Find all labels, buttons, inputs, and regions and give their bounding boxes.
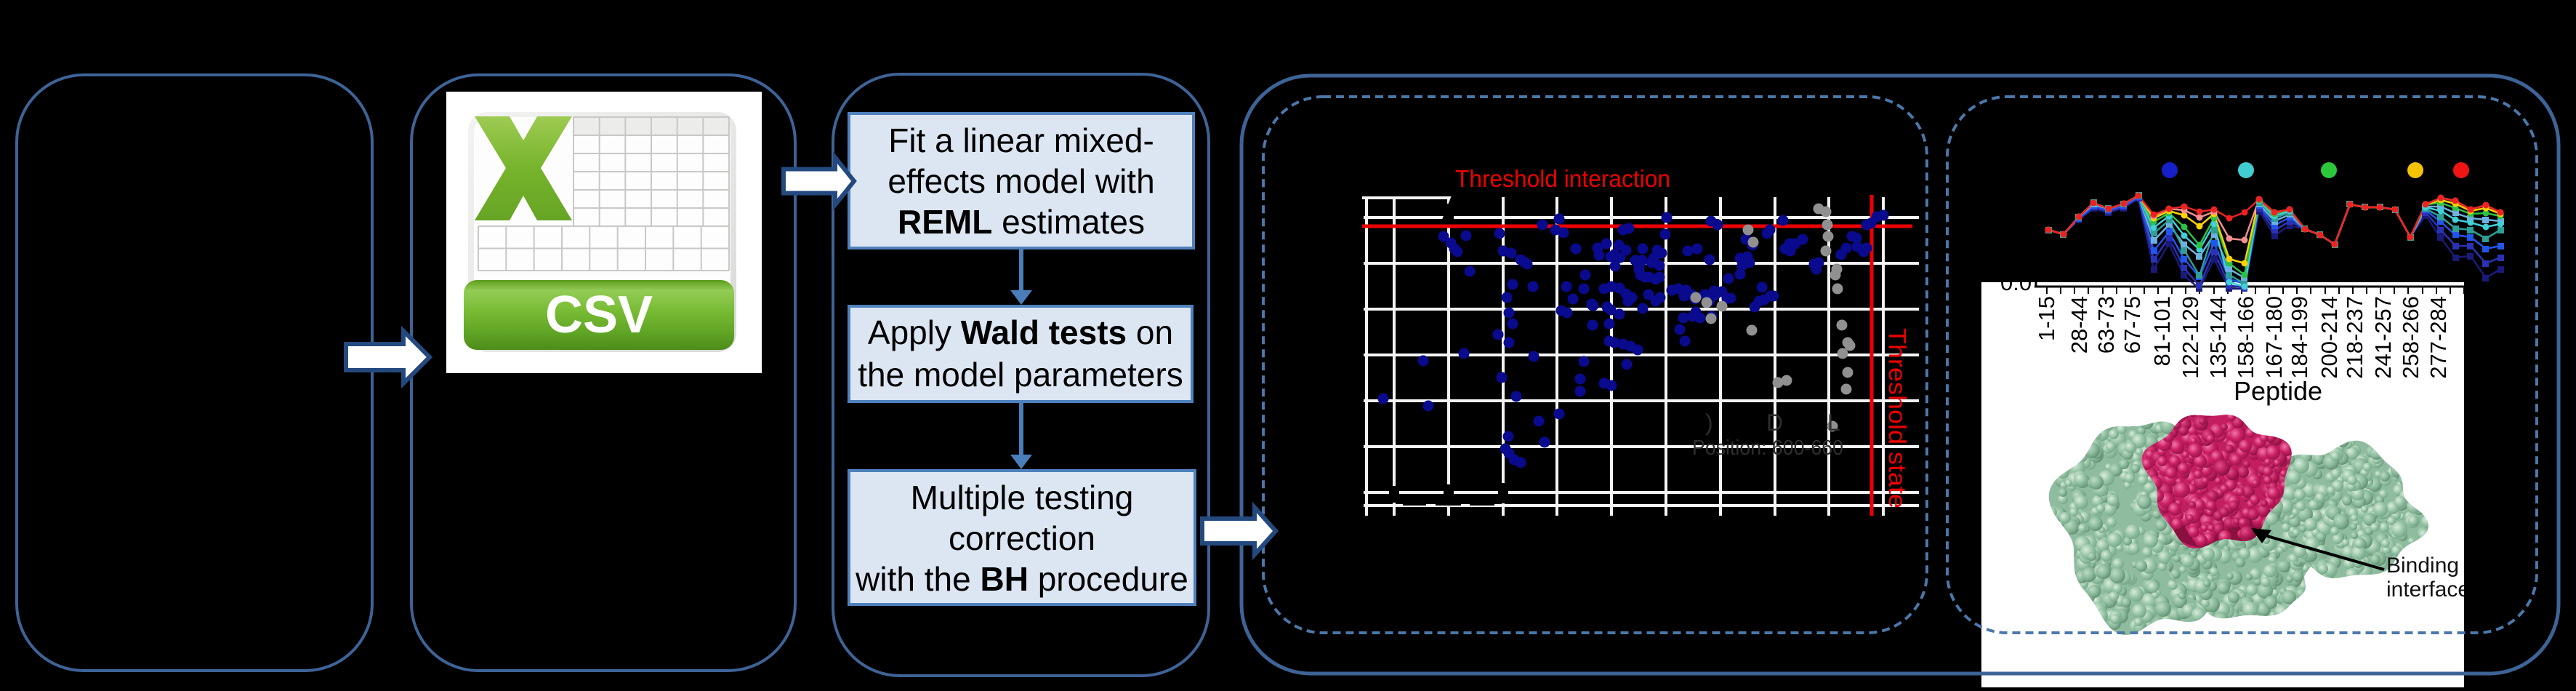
svg-text:Position: 600-660: Position: 600-660 — [1692, 436, 1843, 460]
svg-text:Peptide: Peptide — [2234, 376, 2322, 406]
svg-text:REML estimates: REML estimates — [898, 203, 1145, 241]
svg-text:Multiple testing: Multiple testing — [911, 479, 1134, 516]
svg-text:): ) — [1705, 410, 1713, 436]
svg-text:0.0: 0.0 — [2000, 270, 2032, 295]
svg-text:D: D — [1766, 410, 1783, 436]
svg-text:Binding: Binding — [2386, 554, 2459, 578]
svg-text:241-257: 241-257 — [2370, 296, 2396, 379]
svg-text:correction: correction — [949, 519, 1095, 557]
svg-text:258-266: 258-266 — [2398, 296, 2423, 379]
svg-text:167-180: 167-180 — [2261, 296, 2287, 379]
svg-text:184-199: 184-199 — [2287, 296, 2312, 379]
svg-text:effects model with: effects model with — [887, 162, 1154, 200]
svg-text:1-15: 1-15 — [2034, 296, 2059, 341]
svg-text:L: L — [1827, 410, 1840, 436]
svg-text:Fit a linear mixed-: Fit a linear mixed- — [888, 121, 1154, 159]
svg-text:122-129: 122-129 — [2178, 296, 2203, 379]
svg-text:CSV: CSV — [545, 286, 653, 344]
svg-text:28-44: 28-44 — [2066, 296, 2092, 354]
svg-text:with the BH procedure: with the BH procedure — [855, 560, 1188, 598]
svg-text:135-144: 135-144 — [2205, 296, 2231, 379]
svg-text:the model parameters: the model parameters — [858, 356, 1183, 394]
svg-text:interface: interface — [2386, 578, 2470, 602]
svg-text:200-214: 200-214 — [2317, 296, 2342, 379]
svg-text:158-166: 158-166 — [2233, 296, 2258, 379]
svg-text:277-284: 277-284 — [2426, 296, 2451, 379]
svg-text:Threshold state: Threshold state — [1884, 328, 1911, 508]
svg-text:81-101: 81-101 — [2149, 296, 2175, 367]
svg-text:Apply Wald tests on: Apply Wald tests on — [868, 313, 1173, 351]
svg-text:Threshold interaction: Threshold interaction — [1455, 165, 1670, 192]
svg-text:63-73: 63-73 — [2093, 296, 2119, 354]
svg-text:218-237: 218-237 — [2342, 296, 2367, 379]
svg-text:67-75: 67-75 — [2120, 296, 2145, 354]
